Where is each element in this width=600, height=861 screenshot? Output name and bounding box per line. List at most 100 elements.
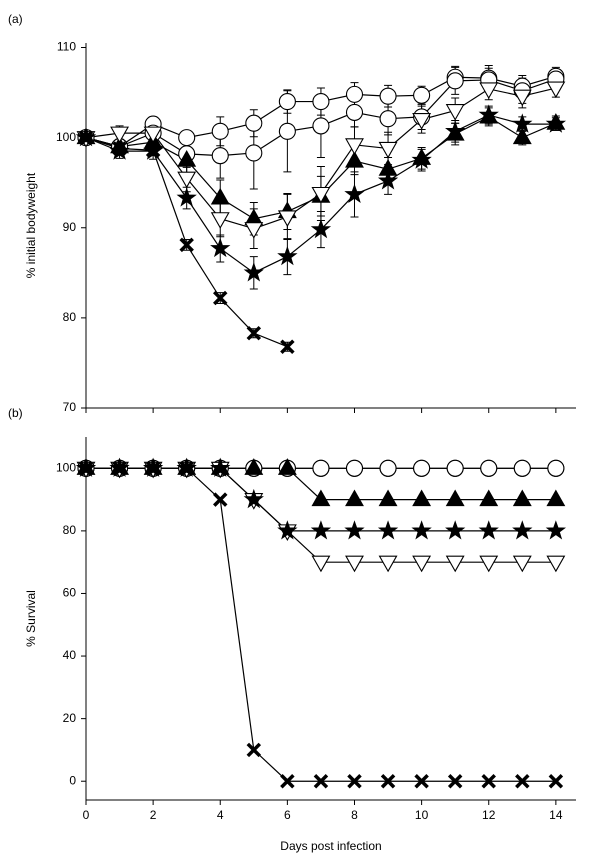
marker bbox=[210, 237, 231, 258]
marker bbox=[277, 458, 297, 475]
marker bbox=[243, 488, 264, 509]
y-tick-label: 80 bbox=[63, 523, 77, 537]
marker bbox=[545, 520, 567, 540]
marker bbox=[210, 212, 230, 229]
x-tick-label: 6 bbox=[284, 808, 291, 822]
marker bbox=[344, 183, 365, 204]
marker bbox=[445, 120, 466, 140]
marker bbox=[411, 149, 432, 169]
series-line bbox=[86, 467, 556, 563]
marker bbox=[277, 210, 297, 228]
marker bbox=[378, 489, 398, 507]
marker bbox=[280, 339, 295, 354]
marker bbox=[345, 85, 364, 103]
marker bbox=[380, 773, 396, 789]
marker bbox=[378, 141, 398, 159]
marker bbox=[78, 461, 94, 476]
marker bbox=[512, 520, 533, 540]
marker bbox=[213, 290, 228, 306]
marker bbox=[179, 461, 194, 476]
y-axis-label: % Survival bbox=[24, 590, 38, 647]
marker bbox=[347, 773, 362, 789]
y-tick-label: 70 bbox=[63, 400, 77, 414]
marker bbox=[313, 773, 329, 789]
series-line bbox=[86, 467, 556, 782]
marker bbox=[344, 520, 365, 540]
marker bbox=[413, 459, 431, 477]
marker bbox=[345, 138, 364, 155]
marker bbox=[379, 87, 397, 105]
x-tick-label: 12 bbox=[482, 808, 496, 822]
marker bbox=[379, 110, 397, 128]
marker bbox=[145, 143, 161, 158]
marker bbox=[311, 489, 331, 507]
x-tick-label: 8 bbox=[351, 808, 358, 822]
marker bbox=[379, 459, 397, 477]
marker bbox=[445, 520, 466, 540]
marker bbox=[311, 555, 331, 573]
y-tick-label: 100 bbox=[56, 130, 76, 144]
y-tick-label: 110 bbox=[57, 40, 76, 54]
marker bbox=[445, 104, 465, 121]
x-tick-label: 0 bbox=[83, 808, 90, 822]
marker bbox=[377, 170, 399, 190]
marker bbox=[110, 126, 130, 144]
marker bbox=[112, 141, 127, 156]
marker bbox=[479, 489, 499, 507]
marker bbox=[277, 520, 298, 540]
marker bbox=[478, 520, 499, 540]
marker bbox=[446, 459, 464, 477]
marker bbox=[213, 492, 228, 507]
marker bbox=[345, 555, 364, 573]
x-tick-label: 10 bbox=[415, 808, 429, 822]
y-tick-label: 90 bbox=[63, 220, 77, 234]
marker bbox=[143, 126, 163, 144]
marker bbox=[546, 489, 566, 507]
marker bbox=[447, 773, 463, 789]
marker bbox=[512, 127, 532, 145]
marker bbox=[547, 459, 565, 477]
marker bbox=[412, 489, 432, 507]
marker bbox=[245, 144, 263, 162]
marker bbox=[278, 93, 296, 111]
marker bbox=[480, 459, 498, 477]
y-tick-label: 80 bbox=[63, 310, 77, 324]
x-tick-label: 4 bbox=[217, 808, 224, 822]
marker bbox=[479, 555, 499, 573]
marker bbox=[345, 459, 364, 477]
marker bbox=[244, 222, 264, 239]
marker bbox=[246, 325, 262, 341]
marker bbox=[280, 773, 295, 789]
marker bbox=[411, 520, 432, 540]
marker bbox=[479, 82, 499, 100]
marker bbox=[312, 117, 330, 135]
marker bbox=[345, 103, 364, 121]
marker bbox=[211, 122, 229, 140]
marker bbox=[445, 555, 465, 573]
x-tick-label: 14 bbox=[549, 808, 563, 822]
marker bbox=[377, 520, 399, 540]
marker bbox=[210, 457, 231, 477]
marker bbox=[545, 113, 567, 133]
marker bbox=[446, 72, 464, 90]
y-tick-label: 100 bbox=[56, 460, 76, 474]
marker bbox=[478, 104, 499, 124]
marker bbox=[345, 489, 364, 507]
marker bbox=[177, 171, 197, 189]
marker bbox=[145, 461, 161, 476]
marker bbox=[546, 555, 566, 573]
marker bbox=[312, 459, 330, 477]
marker bbox=[412, 113, 432, 130]
x-axis-label: Days post infection bbox=[280, 839, 381, 853]
marker bbox=[243, 262, 264, 282]
y-tick-label: 60 bbox=[63, 586, 77, 600]
y-tick-label: 0 bbox=[69, 773, 76, 787]
panel-label: (b) bbox=[8, 406, 23, 420]
marker bbox=[311, 186, 331, 204]
marker bbox=[246, 742, 262, 758]
y-axis-label: % initial bodyweight bbox=[24, 172, 38, 278]
marker bbox=[310, 218, 332, 239]
marker bbox=[414, 773, 429, 789]
marker bbox=[512, 555, 532, 573]
